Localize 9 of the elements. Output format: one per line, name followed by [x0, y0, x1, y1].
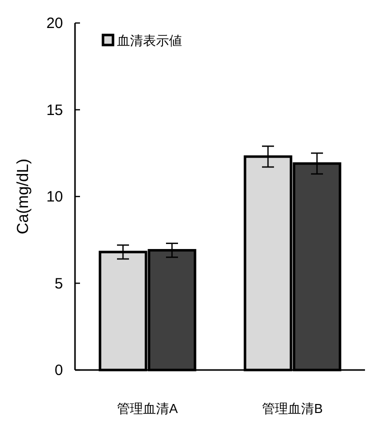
y-tick-label: 10	[46, 188, 63, 206]
y-tick-label: 0	[54, 362, 63, 379]
y-tick-label: 20	[46, 15, 63, 32]
x-tick-label: 管理血清A	[117, 401, 178, 416]
y-axis-title: Ca(mg/dL)	[15, 158, 32, 234]
legend-label: 血清表示値	[117, 33, 182, 48]
y-tick-label: 5	[54, 275, 63, 292]
x-tick-label: 管理血清B	[262, 401, 323, 416]
y-tick-label: 15	[46, 102, 63, 119]
